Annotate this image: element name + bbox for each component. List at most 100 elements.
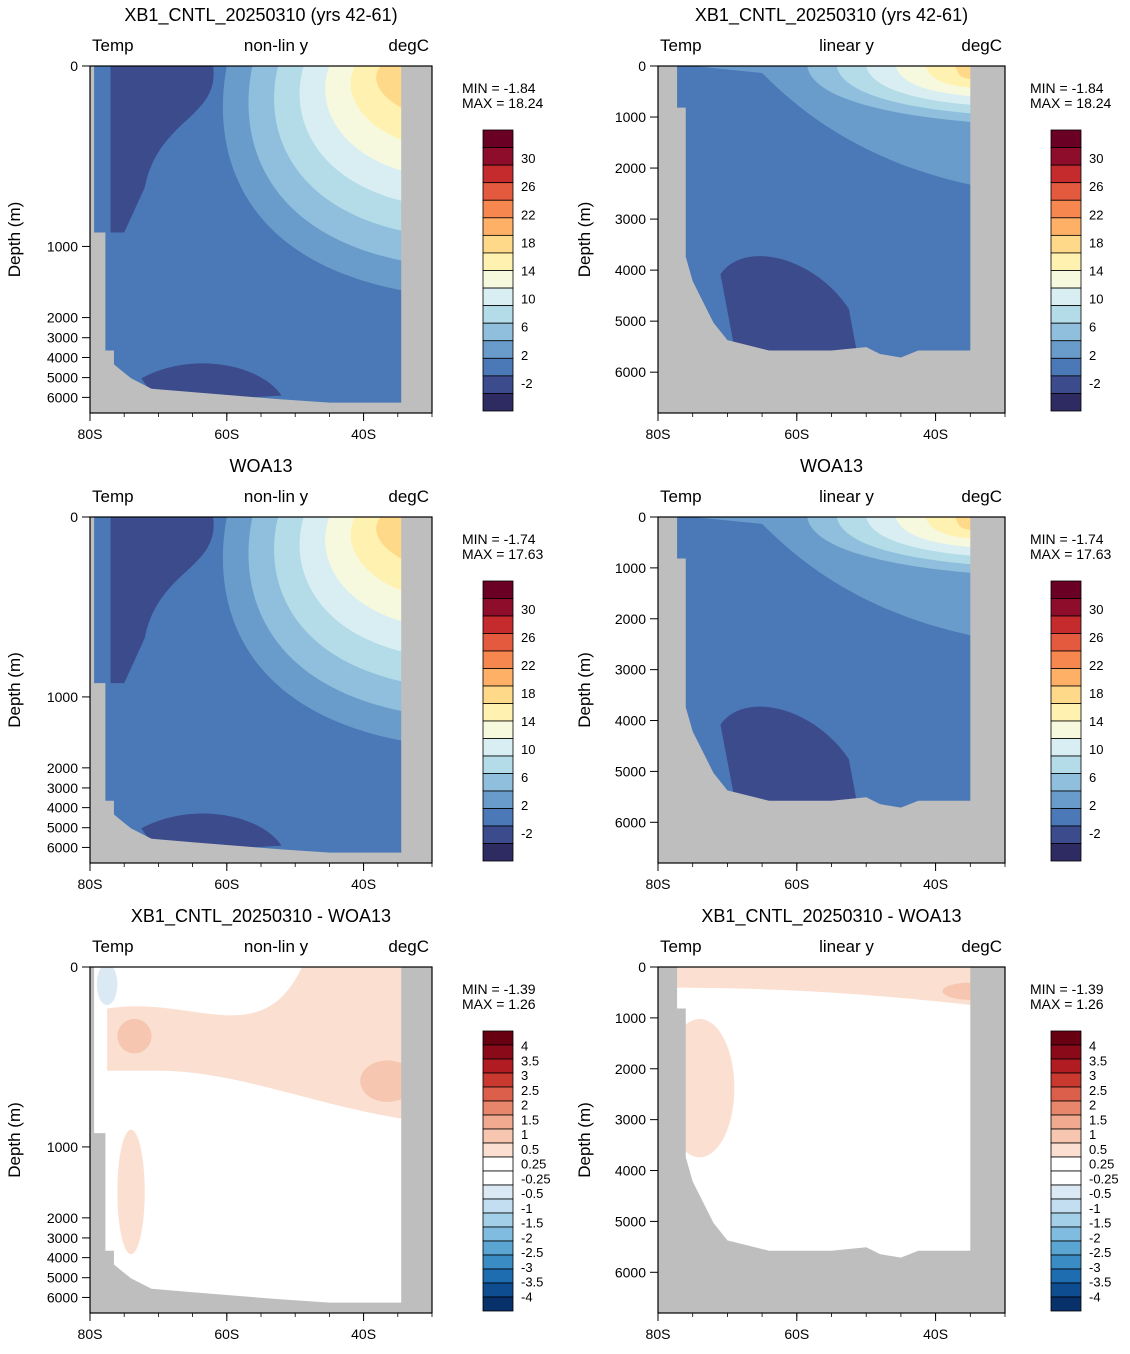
colorbar-swatch [1050,1226,1082,1242]
max-text: MAX = 18.24 [1030,95,1112,111]
colorbar-swatch [482,1072,514,1088]
colorbar-swatch [1050,650,1082,669]
colorbar-swatch [1050,580,1082,599]
max-text: MAX = 17.63 [462,546,544,562]
land-mask [90,66,432,413]
colorbar-swatch [1050,357,1082,377]
colorbar-swatch [482,147,514,166]
colorbar-swatch [1050,322,1082,342]
colorbar-swatch [482,1100,514,1116]
colorbar-swatch [482,738,514,757]
colorbar-label: 2 [1089,348,1096,363]
y-tick-label: 0 [70,509,78,525]
colorbar-swatch [1050,1044,1082,1060]
colorbar-label: 10 [521,292,535,307]
colorbar-label: 3.5 [521,1053,539,1068]
y-axis-label: Depth (m) [5,202,24,278]
colorbar-swatch [482,1226,514,1242]
colorbar-label: 14 [1089,264,1103,279]
colorbar-swatch [1050,668,1082,687]
panel-title: XB1_CNTL_20250310 - WOA13 [131,906,391,927]
colorbar-label: 30 [1089,151,1103,166]
colorbar-label: 6 [521,320,528,335]
y-tick-label: 1000 [615,109,646,125]
y-tick-label: 6000 [615,814,646,830]
colorbar-label: -3 [1089,1260,1101,1275]
colorbar-swatch [482,182,514,201]
colorbar-label: 6 [1089,320,1096,335]
field [90,967,432,1313]
colorbar-label: 22 [521,207,535,222]
colorbar-label: -3.5 [1089,1275,1111,1290]
colorbar-swatch [1050,375,1082,394]
y-tick-label: 3000 [615,211,646,227]
colorbar-swatch [1050,199,1082,219]
colorbar-swatch [1050,598,1082,617]
left-label: Temp [660,487,702,506]
field [90,517,432,863]
colorbar-label: 1 [521,1127,528,1142]
left-label: Temp [660,36,702,55]
colorbar-swatch [482,1282,514,1298]
colorbar-label: -0.25 [521,1171,551,1186]
colorbar-swatch [1050,1156,1082,1172]
y-tick-label: 3000 [47,1230,78,1246]
y-axis-label: Depth (m) [575,202,594,278]
field-band [675,967,1005,1009]
colorbar-swatch [482,720,514,739]
colorbar-swatch [482,773,514,792]
center-label: non-lin y [244,937,309,956]
x-tick-label: 40S [923,426,948,442]
colorbar-swatch [1050,1212,1082,1228]
colorbar-label: 2.5 [1089,1083,1107,1098]
y-tick-label: 2000 [615,160,646,176]
min-text: MIN = -1.39 [462,981,536,997]
y-tick-label: 4000 [47,800,78,816]
y-tick-label: 1000 [47,689,78,705]
colorbar-label: 0.5 [521,1142,539,1157]
colorbar-swatch [482,685,514,704]
colorbar-swatch [1050,1142,1082,1158]
y-tick-label: 3000 [615,662,646,678]
colorbar-label: -1 [1089,1201,1101,1216]
colorbar-swatch [482,1268,514,1284]
field-band [117,1129,145,1255]
y-tick-label: 6000 [615,1264,646,1280]
colorbar-label: -0.5 [521,1186,543,1201]
colorbar-label: 1.5 [521,1112,539,1127]
colorbar-swatch [482,252,514,271]
colorbar-label: 3.5 [1089,1053,1107,1068]
y-tick-label: 2000 [47,310,78,326]
colorbar-swatch [1050,1254,1082,1270]
y-tick-label: 3000 [47,780,78,796]
colorbar-swatch [482,357,514,377]
colorbar-swatch [1050,1100,1082,1116]
panel-title: XB1_CNTL_20250310 (yrs 42-61) [695,5,968,26]
y-tick-label: 1000 [47,238,78,254]
y-tick-label: 0 [638,509,646,525]
max-text: MAX = 18.24 [462,95,544,111]
center-label: non-lin y [244,36,309,55]
min-text: MIN = -1.74 [462,531,536,547]
colorbar-swatch [1050,1296,1082,1312]
y-axis-label: Depth (m) [5,1102,24,1178]
colorbar-swatch [1050,1268,1082,1284]
x-tick-label: 80S [78,1326,103,1342]
y-tick-label: 1000 [615,1010,646,1026]
colorbar-swatch [1050,287,1082,307]
max-text: MAX = 1.26 [1030,996,1104,1012]
colorbar-label: 2 [521,798,528,813]
x-tick-label: 60S [214,426,239,442]
colorbar-label: 30 [521,151,535,166]
y-tick-label: 4000 [615,1163,646,1179]
colorbar-swatch [482,199,514,219]
colorbar-label: 6 [1089,770,1096,785]
colorbar-label: -2 [1089,1230,1101,1245]
colorbar-label: -2.5 [521,1245,543,1260]
colorbar-swatch [1050,1072,1082,1088]
y-tick-label: 0 [70,58,78,74]
colorbar-swatch [1050,1114,1082,1130]
field-band [107,967,432,1123]
center-label: non-lin y [244,487,309,506]
